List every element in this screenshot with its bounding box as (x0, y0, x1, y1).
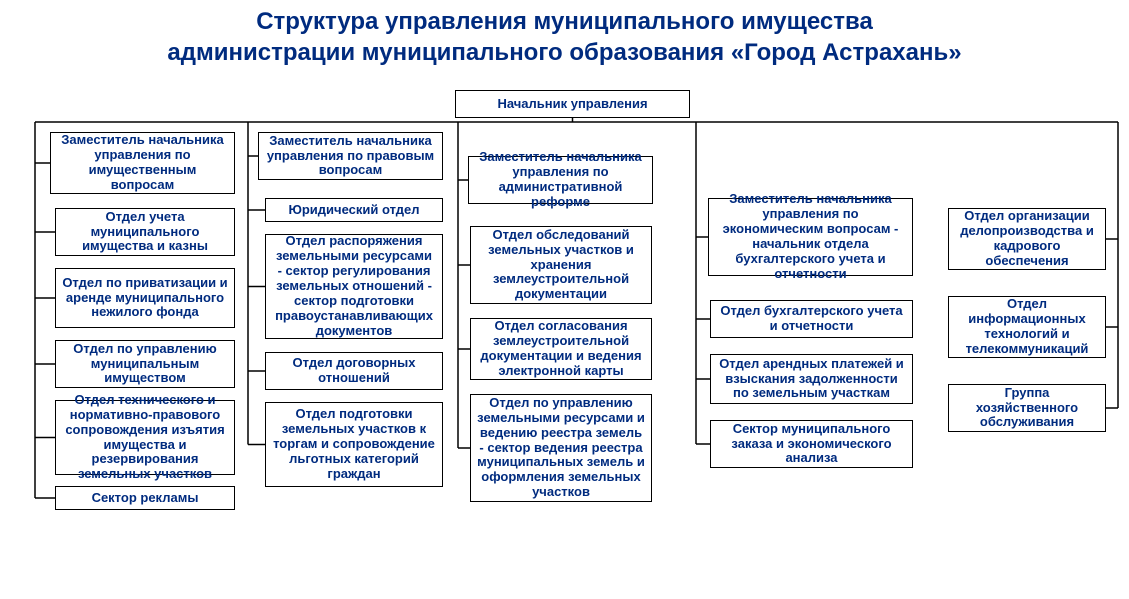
org-node-d4c: Сектор муниципального заказа и экономиче… (710, 420, 913, 468)
org-node-d2a: Юридический отдел (265, 198, 443, 222)
org-node-d3b: Отдел согласования землеустроительной до… (470, 318, 652, 380)
diagram-title: Структура управления муниципального имущ… (0, 0, 1129, 68)
title-line-1: Структура управления муниципального имущ… (0, 6, 1129, 37)
org-node-r2: Отдел информационных технологий и телеко… (948, 296, 1106, 358)
org-node-root: Начальник управления (455, 90, 690, 118)
org-node-d1c: Отдел по управлению муниципальным имущес… (55, 340, 235, 388)
org-node-d4a: Отдел бухгалтерского учета и отчетности (710, 300, 913, 338)
org-node-d1e: Сектор рекламы (55, 486, 235, 510)
org-node-dep1: Заместитель начальника управления по иму… (50, 132, 235, 194)
org-node-r3: Группа хозяйственного обслуживания (948, 384, 1106, 432)
org-node-d2c: Отдел договорных отношений (265, 352, 443, 390)
org-node-d3c: Отдел по управлению земельными ресурсами… (470, 394, 652, 502)
org-node-dep2: Заместитель начальника управления по пра… (258, 132, 443, 180)
org-node-d1a: Отдел учета муниципального имущества и к… (55, 208, 235, 256)
org-node-d2b: Отдел распоряжения земельными ресурсами … (265, 234, 443, 339)
org-node-d2d: Отдел подготовки земельных участков к то… (265, 402, 443, 487)
org-node-dep4: Заместитель начальника управления по эко… (708, 198, 913, 276)
org-node-d4b: Отдел арендных платежей и взыскания задо… (710, 354, 913, 404)
org-node-dep3: Заместитель начальника управления по адм… (468, 156, 653, 204)
org-node-d1b: Отдел по приватизации и аренде муниципал… (55, 268, 235, 328)
title-line-2: администрации муниципального образования… (0, 37, 1129, 68)
org-node-r1: Отдел организации делопроизводства и кад… (948, 208, 1106, 270)
org-node-d3a: Отдел обследований земельных участков и … (470, 226, 652, 304)
org-node-d1d: Отдел технического и нормативно-правовог… (55, 400, 235, 475)
